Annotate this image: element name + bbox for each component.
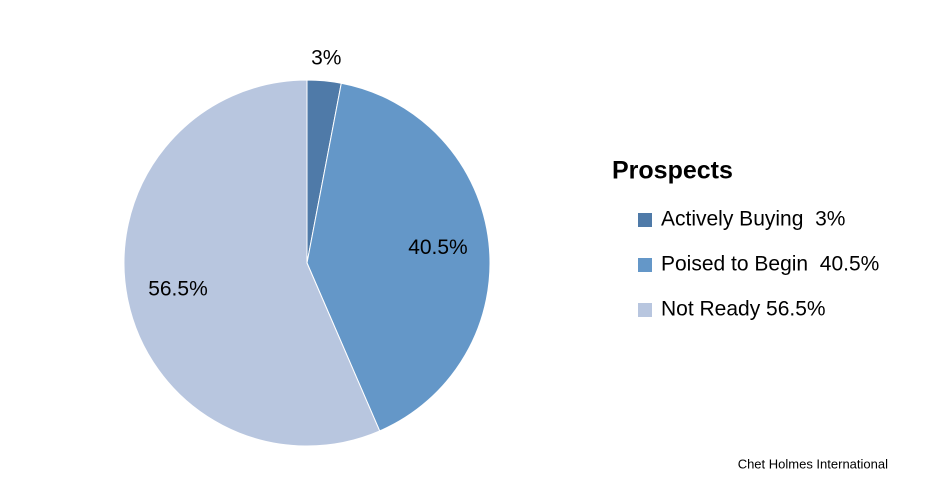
legend-label: Poised to Begin 40.5% bbox=[661, 253, 879, 276]
legend-label: Actively Buying 3% bbox=[661, 208, 845, 231]
pie-slice bbox=[123, 79, 381, 447]
legend-label: Not Ready 56.5% bbox=[661, 298, 826, 321]
pie-slice bbox=[306, 82, 491, 432]
source: Chet Holmes International bbox=[738, 456, 888, 471]
data-label: 3% bbox=[311, 46, 341, 69]
legend-swatch bbox=[638, 213, 652, 227]
data-label: 56.5% bbox=[148, 277, 208, 300]
legend-swatch bbox=[638, 303, 652, 317]
legend-title: Prospects bbox=[612, 157, 733, 185]
data-label: 40.5% bbox=[408, 236, 468, 259]
legend-swatch bbox=[638, 258, 652, 272]
